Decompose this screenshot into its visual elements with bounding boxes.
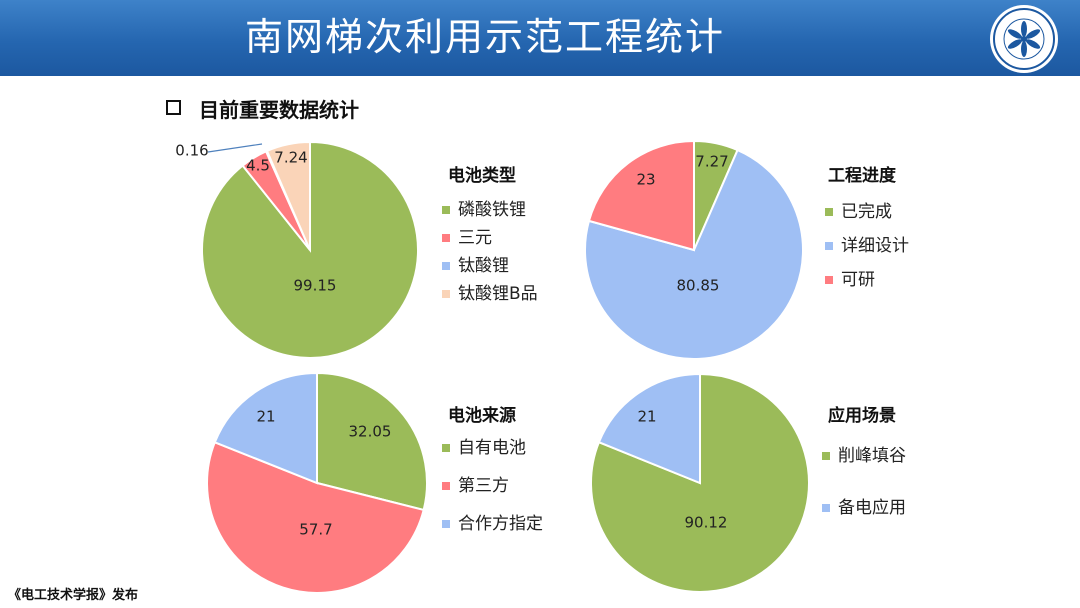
pie2-slice-2 — [584, 148, 804, 360]
pie1-leader-line — [207, 143, 263, 153]
pie4-data-label-1: 90.12 — [685, 514, 728, 532]
pie1-data-label-4: 7.24 — [274, 149, 307, 167]
pie2-slice-3 — [587, 139, 695, 252]
pie2-legend-swatch-1 — [825, 208, 833, 216]
footer-source: 《电工技术学报》发布 — [8, 588, 139, 603]
pie3-slice-3 — [213, 371, 318, 485]
page-title: 南网梯次利用示范工程统计 — [244, 15, 725, 59]
pie2-data-label-2: 80.85 — [677, 277, 720, 295]
pie3-legend-swatch-2 — [442, 482, 450, 490]
section-title: 目前重要数据统计 — [199, 98, 359, 122]
pie1-data-label-1: 99.15 — [294, 277, 337, 295]
pie4-title: 应用场景 — [828, 405, 896, 426]
title-bar: 南网梯次利用示范工程统计 — [0, 0, 1080, 76]
pie3-slice-1 — [316, 371, 428, 512]
pie3-data-label-2: 57.7 — [299, 521, 332, 539]
pie4-legend-swatch-1 — [822, 452, 830, 460]
pie2-legend-label-1: 已完成 — [841, 202, 892, 222]
pie2-data-label-3: 23 — [636, 171, 655, 189]
pie3-legend-label-3: 合作方指定 — [458, 514, 543, 534]
pie3-legend-swatch-1 — [442, 444, 450, 452]
pie3-title: 电池来源 — [448, 405, 516, 426]
pie4-legend-label-1: 削峰填谷 — [838, 446, 906, 466]
pie2-legend-label-2: 详细设计 — [841, 236, 909, 256]
pie1-data-label-3: 0.16 — [175, 142, 208, 160]
pie1-slice-4 — [265, 140, 311, 251]
pie1-legend-swatch-3 — [442, 262, 450, 270]
pie1-legend-label-4: 钛酸锂B品 — [458, 284, 538, 304]
pie1-legend-label-3: 钛酸锂 — [458, 256, 509, 276]
pie2-title: 工程进度 — [828, 165, 897, 186]
pie3-legend-label-2: 第三方 — [458, 476, 509, 496]
pie1-legend-swatch-4 — [442, 290, 450, 298]
pie4-data-label-2: 21 — [637, 408, 656, 426]
pie2-legend-swatch-3 — [825, 276, 833, 284]
pie1-legend-swatch-2 — [442, 234, 450, 242]
pie2-data-label-1: 7.27 — [695, 153, 728, 171]
academy-logo-icon — [990, 5, 1058, 73]
pie3-data-label-3: 21 — [256, 408, 275, 426]
pie2-legend-label-3: 可研 — [841, 270, 875, 290]
pie3-slice-2 — [206, 440, 425, 594]
pie1-legend-label-1: 磷酸铁锂 — [458, 200, 526, 220]
pie1-title: 电池类型 — [448, 165, 516, 186]
pie3-data-label-1: 32.05 — [349, 423, 392, 441]
pie1-legend-label-2: 三元 — [458, 228, 492, 248]
pie3-legend-label-1: 自有电池 — [458, 438, 526, 458]
pie4-slice-1 — [590, 372, 810, 593]
pie1-data-label-2: 4.5 — [246, 157, 270, 175]
pie1-legend-swatch-1 — [442, 206, 450, 214]
pie3-legend-swatch-3 — [442, 520, 450, 528]
pie4-legend-label-2: 备电应用 — [838, 498, 906, 518]
pie4-slice-2 — [597, 372, 701, 485]
square-bullet-icon — [166, 100, 181, 115]
section-heading: 目前重要数据统计 — [166, 94, 359, 123]
pie2-legend-swatch-2 — [825, 242, 833, 250]
pie4-legend-swatch-2 — [822, 504, 830, 512]
